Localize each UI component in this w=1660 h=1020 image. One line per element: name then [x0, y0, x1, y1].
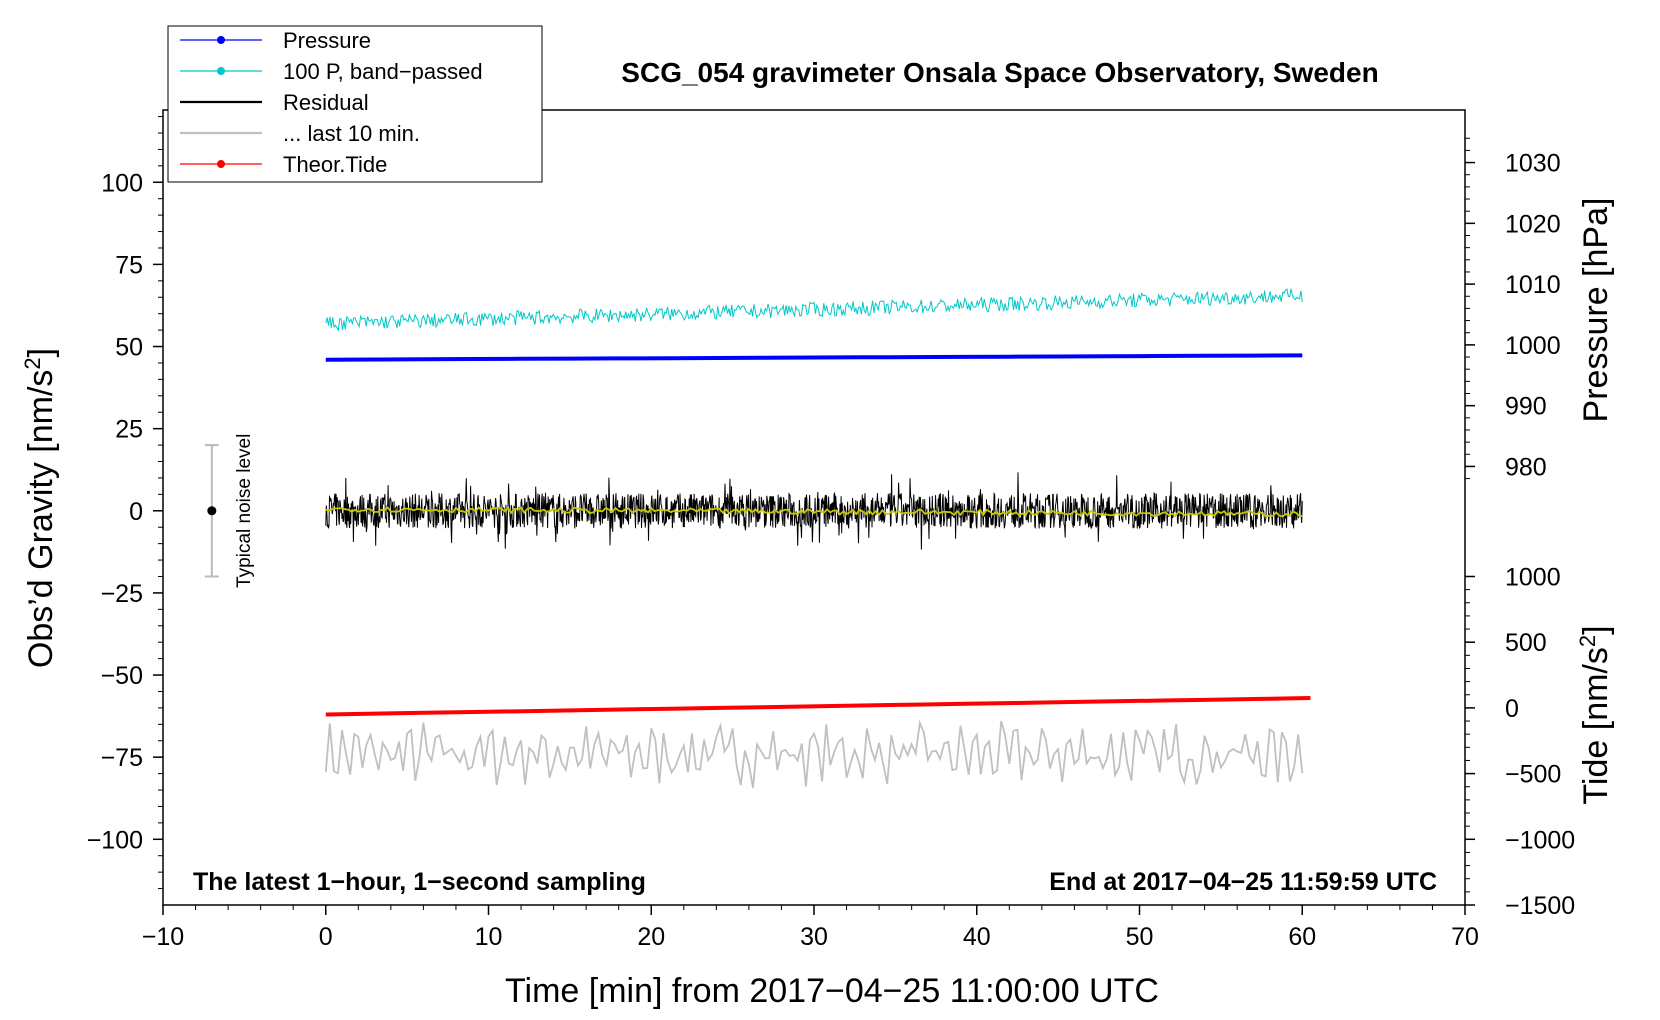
x-tick-label: 40: [963, 923, 991, 951]
y-tick-label: 50: [115, 334, 143, 362]
noise-bar-label: Typical noise level: [234, 434, 255, 588]
y-axis-label-gravity-sup: 2: [20, 357, 45, 369]
legend-label: 100 P, band−passed: [283, 59, 483, 84]
series-residual-line: [325, 472, 1303, 550]
annotation-right: End at 2017−04−25 11:59:59 UTC: [1049, 868, 1437, 896]
pressure-tick-label: 980: [1505, 453, 1547, 481]
y-axis-label-tide-end: ]: [1577, 625, 1615, 634]
tide-axis-ticks: −1500 −1000 −500 0 500 1000: [1465, 563, 1575, 920]
y-axis-label-pressure: Pressure [hPa]: [1577, 198, 1615, 423]
pressure-tick-label: 1010: [1505, 271, 1561, 299]
y-tick-label: −100: [87, 826, 143, 854]
series-pressure-line: [325, 353, 1303, 362]
legend-swatch-marker: [217, 160, 225, 168]
x-axis-label: Time [min] from 2017−04−25 11:00:00 UTC: [505, 972, 1159, 1010]
x-tick-label: 0: [319, 923, 333, 951]
chart-title: SCG_054 gravimeter Onsala Space Observat…: [621, 57, 1378, 88]
tide-tick-label: −500: [1505, 761, 1561, 789]
pressure-axis-ticks: 980 990 1000 1010 1020 1030: [1465, 137, 1561, 481]
legend-label: Theor.Tide: [283, 152, 387, 177]
y-axis-label-tide-sup: 2: [1575, 635, 1600, 647]
y-axis-label-gravity-main: Obs’d Gravity [nm/s: [22, 370, 60, 669]
y-tick-label: −25: [101, 580, 143, 608]
x-tick-label: 10: [475, 923, 503, 951]
legend: Pressure 100 P, band−passed Residual ... la…: [167, 25, 543, 183]
legend-label: ... last 10 min.: [283, 121, 420, 146]
x-tick-label: 50: [1126, 923, 1154, 951]
y-axis-label-gravity: Obs’d Gravity [nm/s2]: [20, 348, 60, 668]
series-layer: [324, 288, 1311, 789]
legend-label: Residual: [283, 90, 369, 115]
pressure-tick-label: 1020: [1505, 210, 1561, 238]
pressure-tick-label: 1030: [1505, 150, 1561, 178]
y-tick-label: 100: [101, 169, 143, 197]
pressure-tick-label: 1000: [1505, 332, 1561, 360]
noise-bar-point: [207, 506, 217, 516]
y-tick-label: 0: [129, 498, 143, 526]
x-tick-label: 20: [637, 923, 665, 951]
noise-bar: Typical noise level: [204, 434, 255, 588]
legend-swatch-marker: [217, 36, 225, 44]
legend-box: [167, 25, 543, 183]
x-tick-label: 60: [1288, 923, 1316, 951]
y-tick-label: −75: [101, 744, 143, 772]
tide-tick-label: −1500: [1505, 892, 1575, 920]
y-axis-label-gravity-end: ]: [22, 348, 60, 357]
y-axis-ticks: −100 −75 −50 −25 0 25 50 75 100: [87, 116, 163, 890]
tide-tick-label: 0: [1505, 695, 1519, 723]
y-tick-label: 25: [115, 416, 143, 444]
y-tick-label: 75: [115, 251, 143, 279]
tide-tick-label: −1000: [1505, 826, 1575, 854]
x-tick-label: 70: [1451, 923, 1479, 951]
tide-tick-label: 1000: [1505, 563, 1561, 591]
pressure-tick-label: 990: [1505, 393, 1547, 421]
x-tick-label: 30: [800, 923, 828, 951]
y-axis-label-tide-main: Tide [nm/s: [1577, 647, 1615, 804]
x-axis-ticks: −10 0 10 20 30 40 50 60 70: [142, 905, 1479, 951]
y-tick-label: −50: [101, 662, 143, 690]
series-last-10-min-line: [324, 719, 1304, 789]
legend-label: Pressure: [283, 28, 371, 53]
annotation-left: The latest 1−hour, 1−second sampling: [193, 868, 646, 896]
series-smoothed-residual-line: [325, 506, 1303, 518]
legend-items: Pressure 100 P, band−passed Residual ... la…: [180, 28, 483, 177]
series-band-passed-line: [325, 288, 1303, 332]
y-axis-label-tide: Tide [nm/s2]: [1575, 625, 1615, 804]
x-tick-label: −10: [142, 923, 184, 951]
legend-swatch-marker: [217, 67, 225, 75]
series-theor-tide-line: [325, 696, 1311, 717]
tide-tick-label: 500: [1505, 629, 1547, 657]
